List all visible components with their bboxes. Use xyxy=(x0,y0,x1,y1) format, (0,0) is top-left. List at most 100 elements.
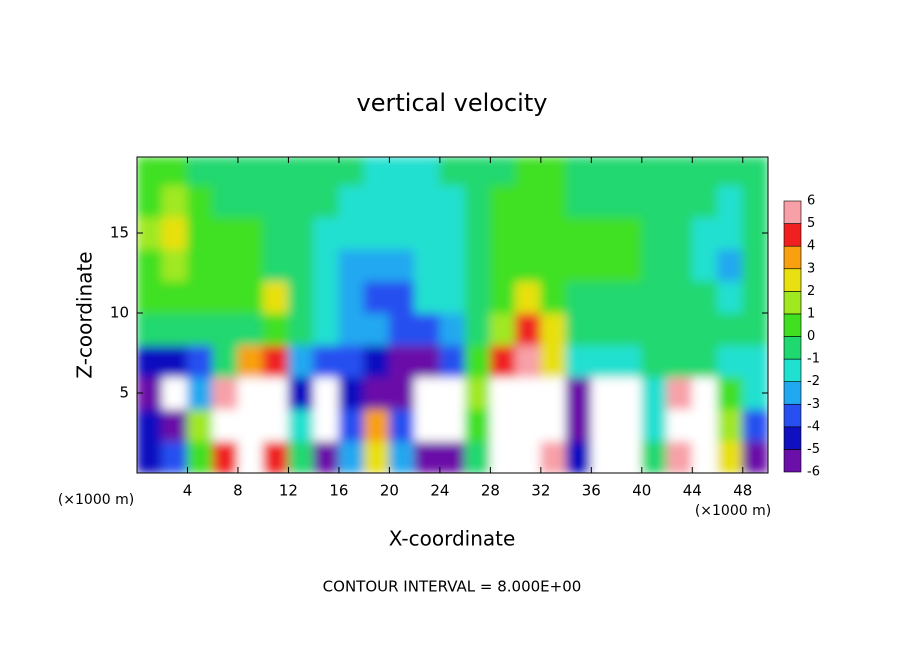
field-cell xyxy=(212,344,239,378)
field-cell xyxy=(489,157,517,186)
field-cell xyxy=(565,312,592,346)
field-cell xyxy=(414,312,441,346)
colorbar-label: -3 xyxy=(807,397,820,412)
field-cell xyxy=(338,280,365,314)
field-cell xyxy=(691,280,719,314)
colorbar-label: 6 xyxy=(807,194,815,209)
field-cell xyxy=(515,312,542,346)
field-cell xyxy=(565,344,592,378)
colorbar-label: 3 xyxy=(807,261,815,276)
field-cell xyxy=(388,312,416,346)
field-cell xyxy=(540,408,567,442)
footer-note: CONTOUR INTERVAL = 8.000E+00 xyxy=(323,578,582,596)
field-cell xyxy=(338,157,365,186)
field-cell xyxy=(590,376,618,410)
field-cell xyxy=(590,344,618,378)
field-cell xyxy=(464,344,491,378)
field-cell xyxy=(313,344,340,378)
field-cell xyxy=(616,184,643,218)
field-cell xyxy=(666,157,693,186)
field-cell xyxy=(212,440,239,473)
field-cell xyxy=(338,248,365,282)
field-cell xyxy=(186,248,214,282)
field-cell xyxy=(717,344,744,378)
field-cell xyxy=(590,184,618,218)
field-cell xyxy=(414,157,441,186)
field-cell xyxy=(287,248,315,282)
field-cell xyxy=(464,216,491,250)
cells xyxy=(137,157,768,473)
field-cell xyxy=(313,312,340,346)
field-cell xyxy=(464,157,491,186)
field-cell xyxy=(742,408,768,442)
field-cell xyxy=(414,280,441,314)
field-cell xyxy=(691,408,719,442)
field-cell xyxy=(742,248,768,282)
field-cell xyxy=(641,157,668,186)
field-cell xyxy=(691,344,719,378)
field-cell xyxy=(161,344,188,378)
field-cell xyxy=(565,216,592,250)
field-cell xyxy=(515,216,542,250)
field-cell xyxy=(262,216,289,250)
field-cell xyxy=(464,312,491,346)
field-cell xyxy=(237,157,264,186)
field-cell xyxy=(489,248,517,282)
field-cell xyxy=(641,184,668,218)
field-cell xyxy=(212,248,239,282)
field-cell xyxy=(464,440,491,473)
field-cell xyxy=(540,216,567,250)
field-cell xyxy=(590,408,618,442)
field-cell xyxy=(186,344,214,378)
y-tick-label: 10 xyxy=(110,304,129,322)
field-cell xyxy=(540,280,567,314)
field-cell xyxy=(515,408,542,442)
field-cell xyxy=(666,408,693,442)
field-cell xyxy=(212,184,239,218)
field-cell xyxy=(186,184,214,218)
field-cell xyxy=(565,248,592,282)
field-cell xyxy=(439,157,466,186)
colorbar-band xyxy=(783,403,802,428)
field-cell xyxy=(565,408,592,442)
field-cell xyxy=(237,376,264,410)
field-cell xyxy=(313,157,340,186)
field-cell xyxy=(666,312,693,346)
colorbar-band xyxy=(783,449,802,473)
colorbar-label: 1 xyxy=(807,306,815,321)
field-cell xyxy=(262,157,289,186)
field-cell xyxy=(212,157,239,186)
field-cell xyxy=(540,344,567,378)
field-cell xyxy=(616,248,643,282)
field-cell xyxy=(137,280,163,314)
field-cell xyxy=(287,408,315,442)
field-cell xyxy=(186,312,214,346)
field-cell xyxy=(717,312,744,346)
field-cell xyxy=(161,248,188,282)
x-tick-label: 28 xyxy=(481,482,500,500)
field-cell xyxy=(363,344,390,378)
field-cell xyxy=(742,184,768,218)
field-cell xyxy=(641,408,668,442)
field-cell xyxy=(237,312,264,346)
field-cell xyxy=(439,344,466,378)
field-cell xyxy=(363,248,390,282)
field-cell xyxy=(616,440,643,473)
field-cell xyxy=(262,408,289,442)
field-cell xyxy=(489,280,517,314)
x-units-label: (×1000 m) xyxy=(695,503,771,519)
field-cell xyxy=(388,184,416,218)
field-cell xyxy=(161,440,188,473)
field-cell xyxy=(616,216,643,250)
field-cell xyxy=(540,157,567,186)
field-cell xyxy=(489,376,517,410)
field-cell xyxy=(439,184,466,218)
field-cell xyxy=(439,248,466,282)
field-cell xyxy=(313,440,340,473)
field-cell xyxy=(717,408,744,442)
field-cell xyxy=(515,184,542,218)
field-cell xyxy=(338,312,365,346)
field-cell xyxy=(137,312,163,346)
